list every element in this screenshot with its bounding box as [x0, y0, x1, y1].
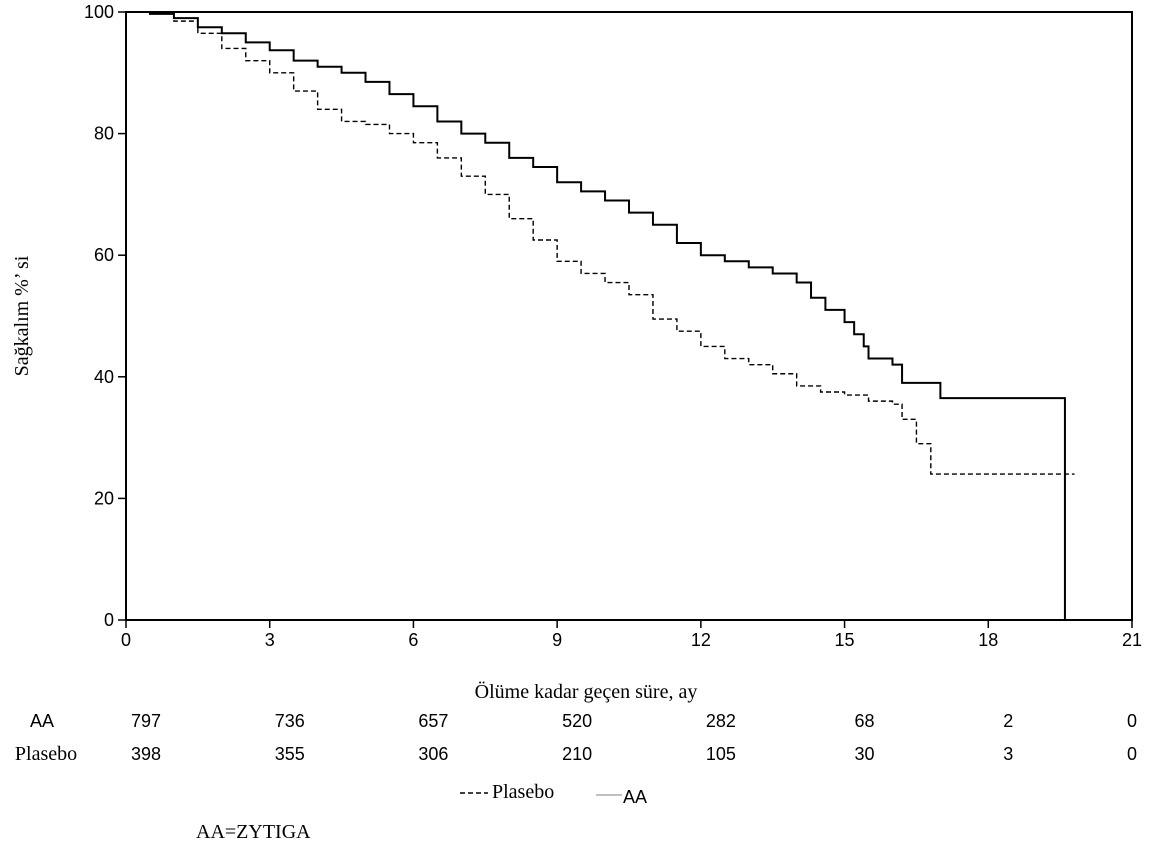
risk-count: 398	[131, 744, 161, 764]
risk-count: 797	[131, 711, 161, 731]
x-tick-label: 15	[835, 630, 855, 650]
y-tick-label: 40	[94, 367, 114, 387]
y-axis-label: Sağkalım %’ si	[11, 255, 33, 376]
x-axis: 0 3 6 9 12 15 18 21	[121, 620, 1142, 650]
footnote: AA=ZYTIGA	[196, 821, 311, 843]
risk-count: 736	[275, 711, 305, 731]
y-tick-label: 100	[84, 2, 114, 22]
plot-area-frame	[125, 11, 1133, 621]
y-tick-label: 60	[94, 245, 114, 265]
series-line-plasebo	[126, 11, 1075, 475]
y-tick-label: 20	[94, 488, 114, 508]
risk-count: 520	[562, 711, 592, 731]
risk-count: 355	[275, 744, 305, 764]
series-layer	[126, 11, 1075, 620]
risk-count: 105	[706, 744, 736, 764]
risk-count: 0	[1127, 711, 1137, 731]
x-tick-label: 3	[265, 630, 275, 650]
risk-count: 68	[855, 711, 875, 731]
legend-label-plasebo: Plasebo	[492, 781, 554, 803]
risk-count: 0	[1127, 744, 1137, 764]
risk-count: 30	[855, 744, 875, 764]
y-tick-label: 0	[104, 610, 114, 630]
risk-row-label: Plasebo	[15, 743, 77, 765]
risk-count: 657	[418, 711, 448, 731]
x-tick-label: 21	[1122, 630, 1142, 650]
risk-count: 282	[706, 711, 736, 731]
risk-row-label: AA	[30, 711, 54, 731]
number-at-risk-table: AA 797 736 657 520 282 68 2 0 Plasebo 398 355 306 210…	[15, 711, 1137, 765]
x-tick-label: 12	[691, 630, 711, 650]
legend: Plasebo AA	[460, 781, 647, 807]
legend-label-aa: AA	[623, 787, 647, 807]
y-tick-label: 80	[94, 124, 114, 144]
series-line-aa	[126, 11, 1066, 620]
x-tick-label: 0	[121, 630, 131, 650]
x-tick-label: 18	[978, 630, 998, 650]
x-tick-label: 6	[408, 630, 418, 650]
risk-count: 306	[418, 744, 448, 764]
y-axis: 0 20 40 60 80 100	[84, 2, 126, 630]
risk-count: 3	[1003, 744, 1013, 764]
x-tick-label: 9	[552, 630, 562, 650]
risk-count: 210	[562, 744, 592, 764]
risk-count: 2	[1003, 711, 1013, 731]
x-axis-label: Ölüme kadar geçen süre, ay	[475, 680, 698, 703]
